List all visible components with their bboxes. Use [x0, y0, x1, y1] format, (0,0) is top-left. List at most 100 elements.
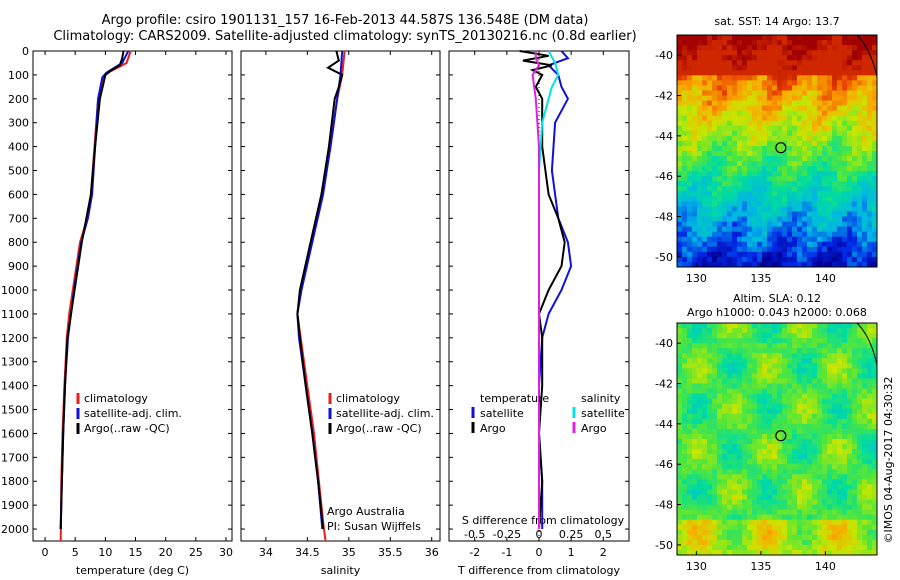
map-cell	[782, 231, 788, 238]
map-y-tick-label: -40	[655, 337, 673, 350]
map-cell	[687, 120, 693, 127]
map-cell	[682, 428, 688, 435]
map-cell	[722, 539, 728, 546]
map-cell	[747, 464, 753, 470]
map-cell	[812, 206, 818, 213]
map-cell	[827, 444, 833, 450]
map-cell	[837, 534, 843, 541]
map-cell	[782, 75, 788, 81]
map-cell	[792, 509, 798, 516]
map-cell	[707, 241, 713, 248]
map-cell	[872, 75, 877, 81]
map-cell	[757, 343, 763, 349]
map-cell	[682, 328, 688, 334]
map-cell	[847, 474, 853, 480]
map-cell	[742, 125, 748, 132]
map-cell	[832, 135, 838, 142]
map-cell	[842, 251, 848, 258]
map-cell	[872, 115, 877, 122]
map-cell	[707, 251, 713, 258]
map-cell	[852, 181, 858, 187]
map-cell	[842, 246, 848, 253]
map-cell	[812, 191, 818, 197]
map-cell	[822, 45, 828, 51]
map-cell	[852, 439, 858, 445]
map-cell	[857, 373, 863, 380]
map-cell	[737, 75, 743, 81]
map-cell	[697, 35, 703, 41]
map-cell	[777, 166, 783, 172]
map-cell	[857, 145, 863, 152]
map-cell	[702, 539, 708, 546]
map-cell	[762, 85, 768, 92]
map-cell	[782, 186, 788, 192]
map-cell	[782, 439, 788, 445]
map-cell	[697, 130, 703, 137]
map-cell	[837, 60, 843, 66]
map-cell	[702, 343, 708, 349]
map-cell	[817, 145, 823, 152]
map-cell	[767, 348, 773, 354]
map-cell	[677, 413, 683, 420]
map-cell	[847, 171, 853, 177]
map-cell	[737, 474, 743, 480]
map-cell	[797, 549, 803, 555]
map-cell	[787, 55, 793, 61]
map-cell	[742, 368, 748, 375]
map-cell	[752, 509, 758, 516]
map-cell	[782, 151, 788, 157]
map-cell	[697, 474, 703, 480]
map-cell	[682, 40, 688, 46]
map-cell	[752, 363, 758, 369]
map-cell	[767, 105, 773, 112]
map-cell	[817, 65, 823, 71]
map-cell	[722, 459, 728, 465]
map-cell	[837, 135, 843, 142]
map-cell	[722, 529, 728, 536]
map-cell	[762, 105, 768, 112]
map-cell	[702, 236, 708, 243]
map-cell	[677, 251, 683, 258]
map-cell	[752, 55, 758, 61]
map-cell	[867, 454, 873, 460]
map-cell	[677, 348, 683, 354]
map-cell	[827, 221, 833, 228]
map-cell	[747, 358, 753, 364]
map-cell	[787, 85, 793, 92]
map-cell	[722, 549, 728, 555]
map-cell	[817, 236, 823, 243]
map-cell	[707, 140, 713, 147]
map-cell	[777, 100, 783, 107]
map-cell	[702, 65, 708, 71]
map-cell	[802, 403, 808, 410]
map-cell	[717, 323, 723, 329]
map-cell	[762, 494, 768, 501]
map-cell	[772, 469, 778, 475]
map-cell	[702, 494, 708, 501]
map-cell	[737, 110, 743, 117]
map-cell	[802, 363, 808, 369]
map-cell	[747, 439, 753, 445]
map-cell	[687, 181, 693, 187]
map-cell	[842, 398, 848, 405]
map-cell	[867, 246, 873, 253]
map-cell	[797, 166, 803, 172]
map-cell	[722, 338, 728, 344]
map-cell	[827, 544, 833, 551]
map-cell	[812, 474, 818, 480]
map-cell	[687, 423, 693, 430]
map-cell	[782, 474, 788, 480]
map-cell	[702, 171, 708, 177]
map-cell	[742, 115, 748, 122]
map-cell	[752, 206, 758, 213]
map-cell	[717, 171, 723, 177]
map-cell	[687, 444, 693, 450]
map-cell	[832, 206, 838, 213]
map-cell	[807, 196, 813, 203]
map-cell	[742, 323, 748, 329]
map-cell	[737, 256, 743, 263]
map-cell	[722, 423, 728, 430]
map-cell	[812, 413, 818, 420]
map-cell	[842, 45, 848, 51]
map-cell	[847, 444, 853, 450]
